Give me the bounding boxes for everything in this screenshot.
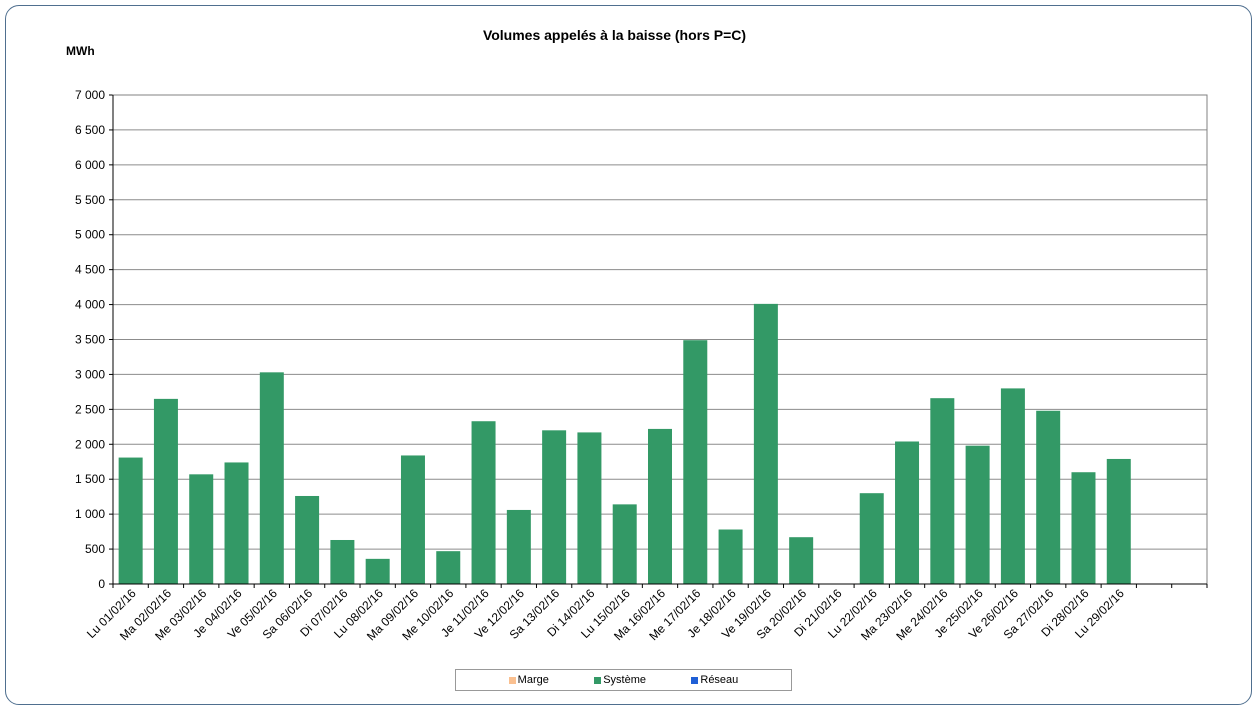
bar-systeme <box>365 558 390 584</box>
y-tick-label: 5 000 <box>75 228 105 242</box>
y-axis-unit-label: MWh <box>66 44 95 58</box>
legend-label-marge: Marge <box>517 674 549 686</box>
bar-systeme <box>400 455 425 584</box>
bar-systeme <box>189 474 214 584</box>
bar-systeme <box>224 462 249 584</box>
legend-label-reseau: Réseau <box>700 674 739 686</box>
bar-systeme <box>683 340 708 584</box>
y-tick-label: 1 000 <box>75 507 105 521</box>
y-tick-label: 4 000 <box>75 298 105 312</box>
legend: Marge Système Réseau <box>455 669 792 691</box>
bar-systeme <box>1071 472 1096 584</box>
bar-systeme <box>295 495 320 584</box>
bar-systeme <box>789 537 814 584</box>
y-tick-label: 3 500 <box>75 333 105 347</box>
y-tick-label: 6 500 <box>75 123 105 137</box>
bar-systeme <box>965 445 990 584</box>
bar-systeme <box>330 539 355 584</box>
y-tick-label: 6 000 <box>75 158 105 172</box>
bar-systeme <box>930 398 955 584</box>
y-tick-label: 4 500 <box>75 263 105 277</box>
bar-systeme <box>577 432 602 584</box>
y-tick-label: 2 000 <box>75 437 105 451</box>
bar-systeme <box>542 430 567 584</box>
y-tick-label: 0 <box>98 577 105 591</box>
legend-swatch-marge <box>508 676 516 684</box>
y-tick-label: 500 <box>85 542 105 556</box>
legend-swatch-reseau <box>691 676 699 684</box>
legend-label-systeme: Système <box>603 674 647 686</box>
legend-item-marge: Marge <box>508 674 549 686</box>
bar-systeme <box>1000 388 1025 584</box>
chart-title: Volumes appelés à la baisse (hors P=C) <box>482 27 747 43</box>
bar-systeme <box>859 493 884 584</box>
y-tick-label: 2 500 <box>75 402 105 416</box>
bar-systeme <box>612 504 637 584</box>
y-tick-label: 3 000 <box>75 367 105 381</box>
bar-systeme <box>471 421 496 584</box>
bar-systeme <box>895 441 920 584</box>
y-tick-label: 5 500 <box>75 193 105 207</box>
y-tick-label: 1 500 <box>75 472 105 486</box>
bar-systeme <box>118 457 143 584</box>
legend-item-systeme: Système <box>594 674 646 686</box>
bar-systeme <box>436 551 461 584</box>
y-tick-label: 7 000 <box>75 88 105 102</box>
legend-swatch-systeme <box>594 676 602 684</box>
bar-systeme <box>1036 410 1061 584</box>
bar-systeme <box>753 303 778 584</box>
bar-systeme <box>153 398 178 584</box>
bar-systeme <box>506 509 531 584</box>
bar-systeme <box>718 529 743 584</box>
bar-systeme <box>648 428 672 584</box>
bar-systeme <box>259 372 284 584</box>
legend-item-reseau: Réseau <box>691 674 738 686</box>
bar-systeme <box>1106 458 1131 584</box>
